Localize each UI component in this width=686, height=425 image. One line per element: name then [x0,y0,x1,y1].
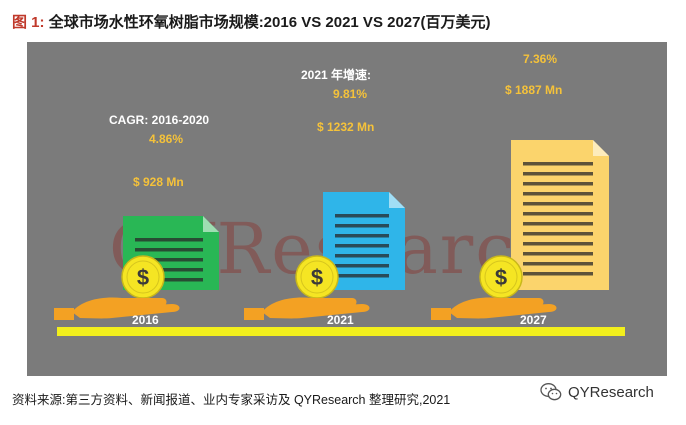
hand-icon-2027 [449,297,557,319]
category-label-2021: 2021 [327,313,354,327]
coin-rim-2016 [126,260,160,294]
cuff-icon-2016 [54,308,74,320]
source-note: 资料来源:第三方资料、新闻报道、业内专家采访及 QYResearch 整理研究,… [12,393,451,407]
dollar-sign-2027: $ [495,265,507,290]
hand-icon-2021 [262,297,370,319]
cuff-icon-2027 [431,308,451,320]
growth-title-2016: CAGR: 2016-2020 [109,113,210,127]
wechat-icon [540,383,562,401]
value-label-2016: $ 928 Mn [133,175,184,189]
dollar-sign-2016: $ [137,265,149,290]
value-label-2027: $ 1887 Mn [505,83,563,97]
hand-icon-2016 [72,297,180,319]
document-bar-2027 [511,140,609,290]
category-label-2016: 2016 [132,313,159,327]
chart-panel: QYResearch $$$ 2016 2021 2027 CAGR: 2016… [27,42,667,376]
brand-logo: QYResearch [540,382,654,402]
category-label-2027: 2027 [520,313,547,327]
dollar-sign-2021: $ [311,265,323,290]
figure-label: 图 1: [12,14,45,31]
coin-rim-2021 [300,260,334,294]
growth-value-2027: 7.36% [523,52,558,66]
value-label-2021: $ 1232 Mn [317,120,375,134]
chart-graphics: $ $ $ [54,140,609,320]
coin-rim-2027 [484,260,518,294]
growth-value-2021: 9.81% [333,87,368,101]
cuff-icon-2021 [244,308,264,320]
growth-value-2016: 4.86% [149,132,184,146]
chart-title: 图 1: 全球市场水性环氧树脂市场规模:2016 VS 2021 VS 2027… [12,11,490,32]
logo-text: QYResearch [568,383,654,401]
growth-title-2021: 2021 年增速: [301,68,372,82]
floor-bar [57,327,625,336]
figure-title: 全球市场水性环氧树脂市场规模:2016 VS 2021 VS 2027(百万美元… [48,14,491,31]
document-bar-2021 [323,192,405,290]
